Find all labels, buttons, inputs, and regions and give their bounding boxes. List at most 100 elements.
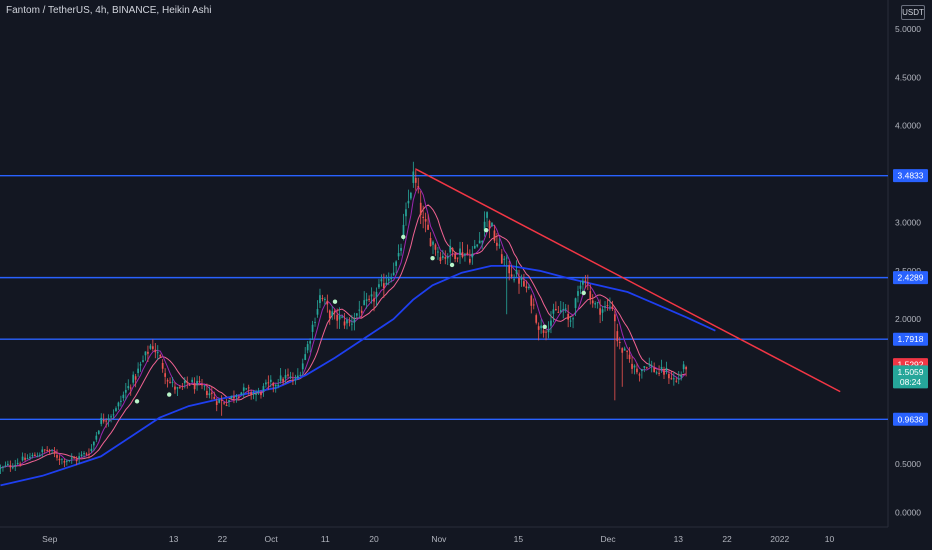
- candle: [245, 387, 248, 391]
- candle-body: [237, 396, 240, 398]
- candle: [532, 298, 535, 310]
- candle-body: [523, 281, 525, 287]
- candle-body: [434, 244, 437, 250]
- candle-body: [515, 270, 518, 274]
- candle: [127, 379, 130, 391]
- candle: [358, 300, 361, 319]
- candle-body: [368, 298, 370, 300]
- candle-body: [193, 383, 196, 390]
- candle: [363, 291, 366, 306]
- candle: [56, 449, 58, 461]
- prev-price-label: 1.5292: [898, 360, 924, 370]
- candle-body: [677, 378, 680, 380]
- candle: [16, 458, 19, 465]
- candle: [166, 378, 169, 388]
- candle: [215, 398, 218, 412]
- candle: [132, 371, 135, 386]
- candle: [284, 369, 287, 384]
- candle: [338, 307, 341, 329]
- candle-body: [437, 251, 439, 253]
- candle-body: [328, 310, 331, 319]
- candle: [564, 304, 567, 313]
- candle: [370, 287, 373, 304]
- candle-body: [142, 360, 144, 362]
- candle-body: [294, 378, 297, 380]
- candle-body: [456, 257, 459, 259]
- candle: [38, 452, 41, 458]
- candle: [429, 232, 432, 247]
- candle: [43, 449, 46, 454]
- candle-body: [655, 372, 658, 374]
- candle: [503, 255, 506, 267]
- candle: [36, 452, 39, 458]
- candle-body: [672, 378, 675, 380]
- candle: [500, 248, 503, 264]
- candle: [648, 357, 651, 368]
- candle-body: [100, 417, 103, 424]
- candle-body: [120, 400, 122, 402]
- candle: [213, 391, 216, 400]
- level-price-label: 3.4833: [898, 171, 924, 181]
- candle-body: [181, 386, 184, 388]
- candle: [341, 315, 343, 319]
- candle-body: [88, 454, 90, 456]
- candle: [161, 359, 164, 373]
- candle: [328, 309, 331, 325]
- candle-body: [641, 369, 643, 372]
- candle-body: [282, 378, 284, 382]
- candle-body: [454, 253, 456, 259]
- candle-body: [274, 384, 277, 387]
- candle-body: [427, 224, 429, 230]
- candle: [427, 214, 429, 230]
- candle-body: [510, 274, 513, 277]
- candle-body: [675, 380, 678, 382]
- candle-body: [402, 224, 405, 238]
- candle-body: [321, 298, 324, 300]
- candle-body: [491, 222, 493, 227]
- candle-body: [151, 346, 154, 349]
- candle-body: [319, 295, 321, 304]
- candle: [623, 346, 626, 351]
- candle: [292, 372, 294, 386]
- candle: [102, 413, 105, 424]
- candle: [535, 313, 538, 325]
- candle: [115, 406, 117, 412]
- candle-body: [569, 320, 572, 322]
- candle: [631, 356, 633, 374]
- candle-body: [481, 241, 484, 243]
- candle-body: [650, 365, 653, 367]
- level-price-tag: [893, 169, 928, 183]
- moving-average-medium-line: [0, 204, 687, 469]
- last-price-label: 1.5059: [898, 367, 924, 377]
- candle-body: [473, 245, 476, 249]
- candle: [574, 297, 577, 316]
- candle: [159, 353, 162, 358]
- x-tick-label: 10: [825, 534, 835, 544]
- candle-body: [223, 402, 225, 404]
- candle-body: [124, 389, 127, 393]
- candle: [550, 311, 552, 334]
- candle: [183, 377, 186, 389]
- candle-body: [584, 280, 587, 282]
- candle: [316, 300, 319, 318]
- candle: [242, 383, 245, 398]
- candle: [527, 283, 530, 290]
- candle-body: [400, 247, 402, 251]
- candle: [156, 345, 159, 360]
- candle: [555, 301, 557, 311]
- candle-body: [83, 452, 85, 454]
- candle: [24, 453, 26, 462]
- candle-body: [85, 453, 88, 455]
- candle: [296, 368, 299, 380]
- candle: [594, 301, 597, 309]
- candle: [324, 297, 326, 305]
- candle-body: [412, 171, 415, 183]
- candle: [0, 464, 2, 474]
- candle: [677, 371, 680, 385]
- candle: [439, 251, 442, 264]
- currency-button[interactable]: USDT: [901, 5, 925, 20]
- candle: [252, 390, 255, 400]
- candle-body: [636, 368, 638, 373]
- candle: [468, 249, 471, 265]
